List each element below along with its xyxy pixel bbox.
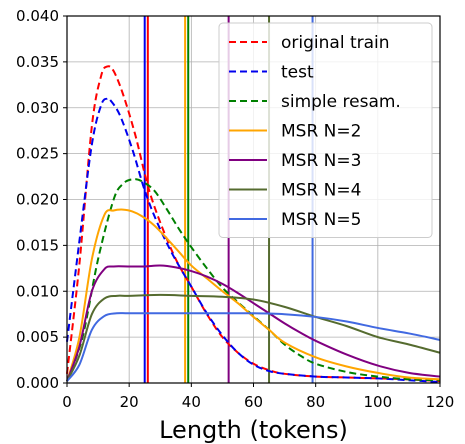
x-tick-label: 60 bbox=[244, 393, 263, 411]
x-tick-label: 100 bbox=[364, 393, 393, 411]
y-axis-ticks: 0.000 0.005 0.010 0.015 0.020 0.025 0.030 0.035… bbox=[16, 7, 67, 392]
legend-label: MSR N=2 bbox=[281, 122, 361, 142]
series-line bbox=[66, 208, 441, 382]
y-tick-label: 0.000 bbox=[16, 374, 59, 392]
legend-box bbox=[218, 22, 433, 238]
legend-label: MSR N=3 bbox=[281, 151, 361, 171]
y-tick-label: 0.035 bbox=[16, 53, 59, 71]
series-lines bbox=[66, 65, 441, 384]
x-tick-label: 20 bbox=[120, 393, 139, 411]
legend-label: simple resam. bbox=[281, 92, 401, 112]
y-tick-label: 0.010 bbox=[16, 282, 59, 300]
series-line bbox=[66, 97, 441, 384]
x-tick-label: 0 bbox=[62, 393, 72, 411]
series-line bbox=[66, 178, 441, 382]
legend-label: original train bbox=[281, 33, 390, 53]
x-axis-label: Length (tokens) bbox=[159, 416, 348, 444]
y-tick-label: 0.005 bbox=[16, 328, 59, 346]
series-line bbox=[66, 293, 441, 382]
x-tick-label: 120 bbox=[426, 393, 455, 411]
y-tick-label: 0.030 bbox=[16, 99, 59, 117]
legend-label: MSR N=4 bbox=[281, 181, 361, 201]
y-tick-label: 0.040 bbox=[16, 7, 59, 25]
y-tick-label: 0.025 bbox=[16, 145, 59, 163]
legend-label: test bbox=[281, 63, 314, 83]
series-line bbox=[66, 65, 441, 383]
legend-label: MSR N=5 bbox=[281, 210, 361, 230]
series-line bbox=[66, 264, 441, 382]
series-line bbox=[66, 312, 441, 382]
x-tick-label: 40 bbox=[182, 393, 201, 411]
x-tick-label: 80 bbox=[306, 393, 325, 411]
x-axis-ticks: 0 20 40 60 80 100 120 bbox=[62, 383, 454, 411]
legend: original train test simple resam. MSR N=2 MS… bbox=[218, 22, 433, 238]
y-tick-label: 0.015 bbox=[16, 236, 59, 254]
y-tick-label: 0.020 bbox=[16, 191, 59, 209]
